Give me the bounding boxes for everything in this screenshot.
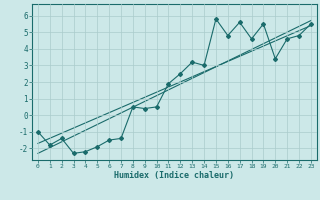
X-axis label: Humidex (Indice chaleur): Humidex (Indice chaleur) [115,171,234,180]
